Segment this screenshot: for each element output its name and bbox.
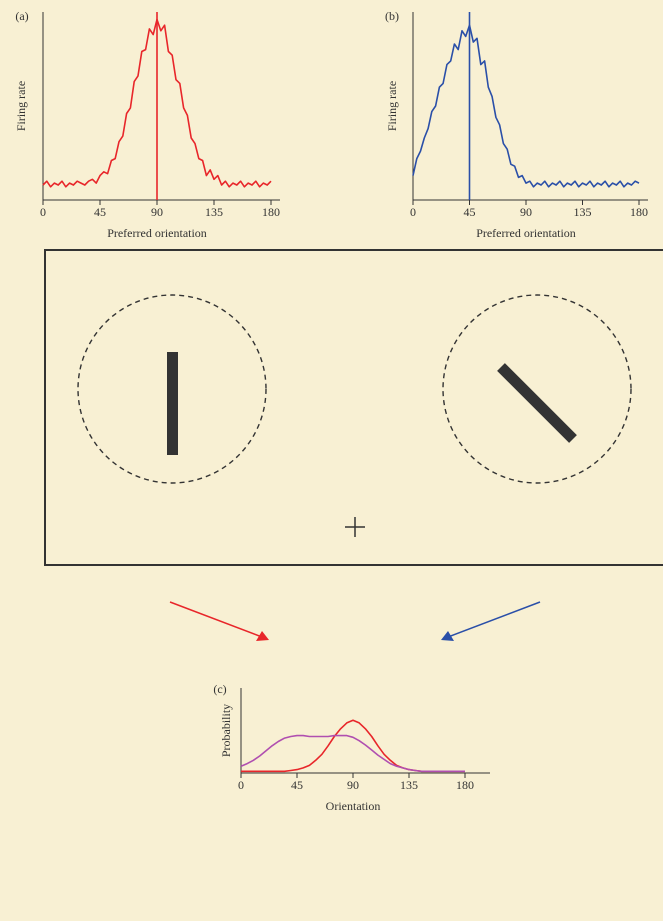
x-tick-label: 135 [400, 778, 418, 792]
x-tick-label: 0 [410, 205, 416, 219]
x-axis-label: Orientation [326, 799, 381, 813]
x-tick-label: 0 [40, 205, 46, 219]
y-axis-label: Probability [219, 704, 233, 757]
y-axis-label: Firing rate [385, 81, 399, 131]
x-tick-label: 45 [94, 205, 106, 219]
figure: (a) 0 45 90 135 180 Preferred orientation Firin… [0, 0, 663, 921]
x-tick-label: 90 [347, 778, 359, 792]
x-tick-label: 45 [291, 778, 303, 792]
panel-label: (b) [385, 9, 399, 23]
panel-label: (c) [213, 682, 226, 696]
x-axis-label: Preferred orientation [476, 226, 576, 240]
y-axis-label: Firing rate [14, 81, 28, 131]
x-tick-label: 135 [574, 205, 592, 219]
x-tick-label: 180 [262, 205, 280, 219]
x-axis-label: Preferred orientation [107, 226, 207, 240]
background [0, 0, 663, 921]
x-tick-label: 180 [630, 205, 648, 219]
x-tick-label: 90 [520, 205, 532, 219]
x-tick-label: 0 [238, 778, 244, 792]
x-tick-label: 45 [464, 205, 476, 219]
panel-label: (a) [15, 9, 28, 23]
x-tick-label: 135 [205, 205, 223, 219]
x-tick-label: 180 [456, 778, 474, 792]
vertical-bar [167, 352, 178, 455]
x-tick-label: 90 [151, 205, 163, 219]
